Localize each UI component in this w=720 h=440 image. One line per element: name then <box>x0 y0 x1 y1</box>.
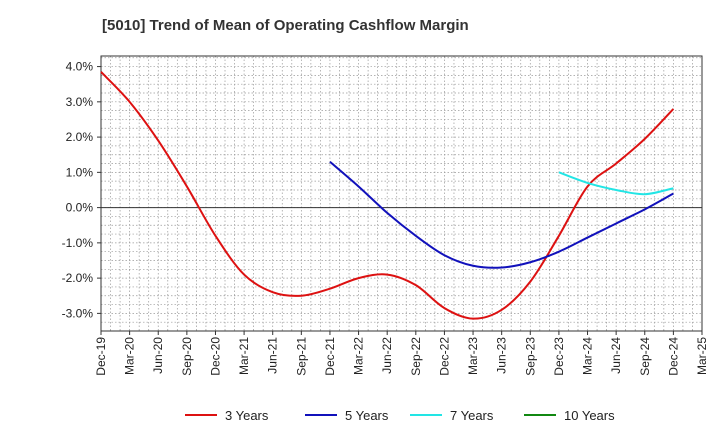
x-tick-label: Mar-21 <box>237 337 251 375</box>
x-tick-label: Dec-24 <box>666 337 680 376</box>
series-line-7-years <box>558 171 674 196</box>
chart-title: [5010] Trend of Mean of Operating Cashfl… <box>102 17 469 34</box>
x-tick-label: Jun-21 <box>266 337 280 374</box>
legend-label-10-years: 10 Years <box>564 408 615 423</box>
x-tick-label: Mar-23 <box>466 337 480 375</box>
y-tick-label: -1.0% <box>62 236 94 250</box>
plot-frame <box>100 55 703 332</box>
y-tick-label: 3.0% <box>66 95 94 109</box>
y-tick-label: 0.0% <box>66 201 94 215</box>
legend: 3 Years 5 Years 7 Years 10 Years <box>185 408 615 423</box>
series-lines <box>100 71 675 320</box>
series-line-5-years <box>329 161 674 269</box>
y-tick-label: -2.0% <box>62 271 94 285</box>
x-tick-label: Dec-21 <box>323 337 337 376</box>
x-tick-label: Sep-21 <box>294 337 308 376</box>
x-tick-label: Mar-25 <box>695 337 709 375</box>
legend-label-5-years: 5 Years <box>345 408 389 423</box>
x-tick-label: Sep-23 <box>523 337 537 376</box>
y-tick-label: 2.0% <box>66 130 94 144</box>
x-tick-label: Mar-24 <box>581 337 595 375</box>
y-tick-label: 4.0% <box>66 60 94 74</box>
x-tick-label: Mar-22 <box>352 337 366 375</box>
x-tick-label: Sep-20 <box>180 337 194 376</box>
x-tick-label: Dec-23 <box>552 337 566 376</box>
x-tick-label: Jun-20 <box>151 337 165 374</box>
legend-label-3-years: 3 Years <box>225 408 269 423</box>
series-line-3-years <box>100 71 675 320</box>
x-tick-label: Sep-24 <box>638 337 652 376</box>
x-tick-label: Dec-20 <box>208 337 222 376</box>
x-tick-label: Sep-22 <box>409 337 423 376</box>
x-tick-label: Dec-19 <box>94 337 108 376</box>
legend-label-7-years: 7 Years <box>450 408 494 423</box>
y-tick-label: 1.0% <box>66 165 94 179</box>
x-tick-label: Mar-20 <box>123 337 137 375</box>
y-tick-label: -3.0% <box>62 306 94 320</box>
x-tick-label: Jun-22 <box>380 337 394 374</box>
x-tick-label: Jun-24 <box>609 337 623 374</box>
y-axis: 4.0% 3.0% 2.0% 1.0% 0.0% -1.0% -2.0% -3.0% <box>62 60 101 320</box>
x-tick-label: Jun-23 <box>495 337 509 374</box>
x-tick-label: Dec-22 <box>437 337 451 376</box>
x-axis: Dec-19 Mar-20 Jun-20 Sep-20 Dec-20 Mar-21 Jun-… <box>94 331 709 376</box>
